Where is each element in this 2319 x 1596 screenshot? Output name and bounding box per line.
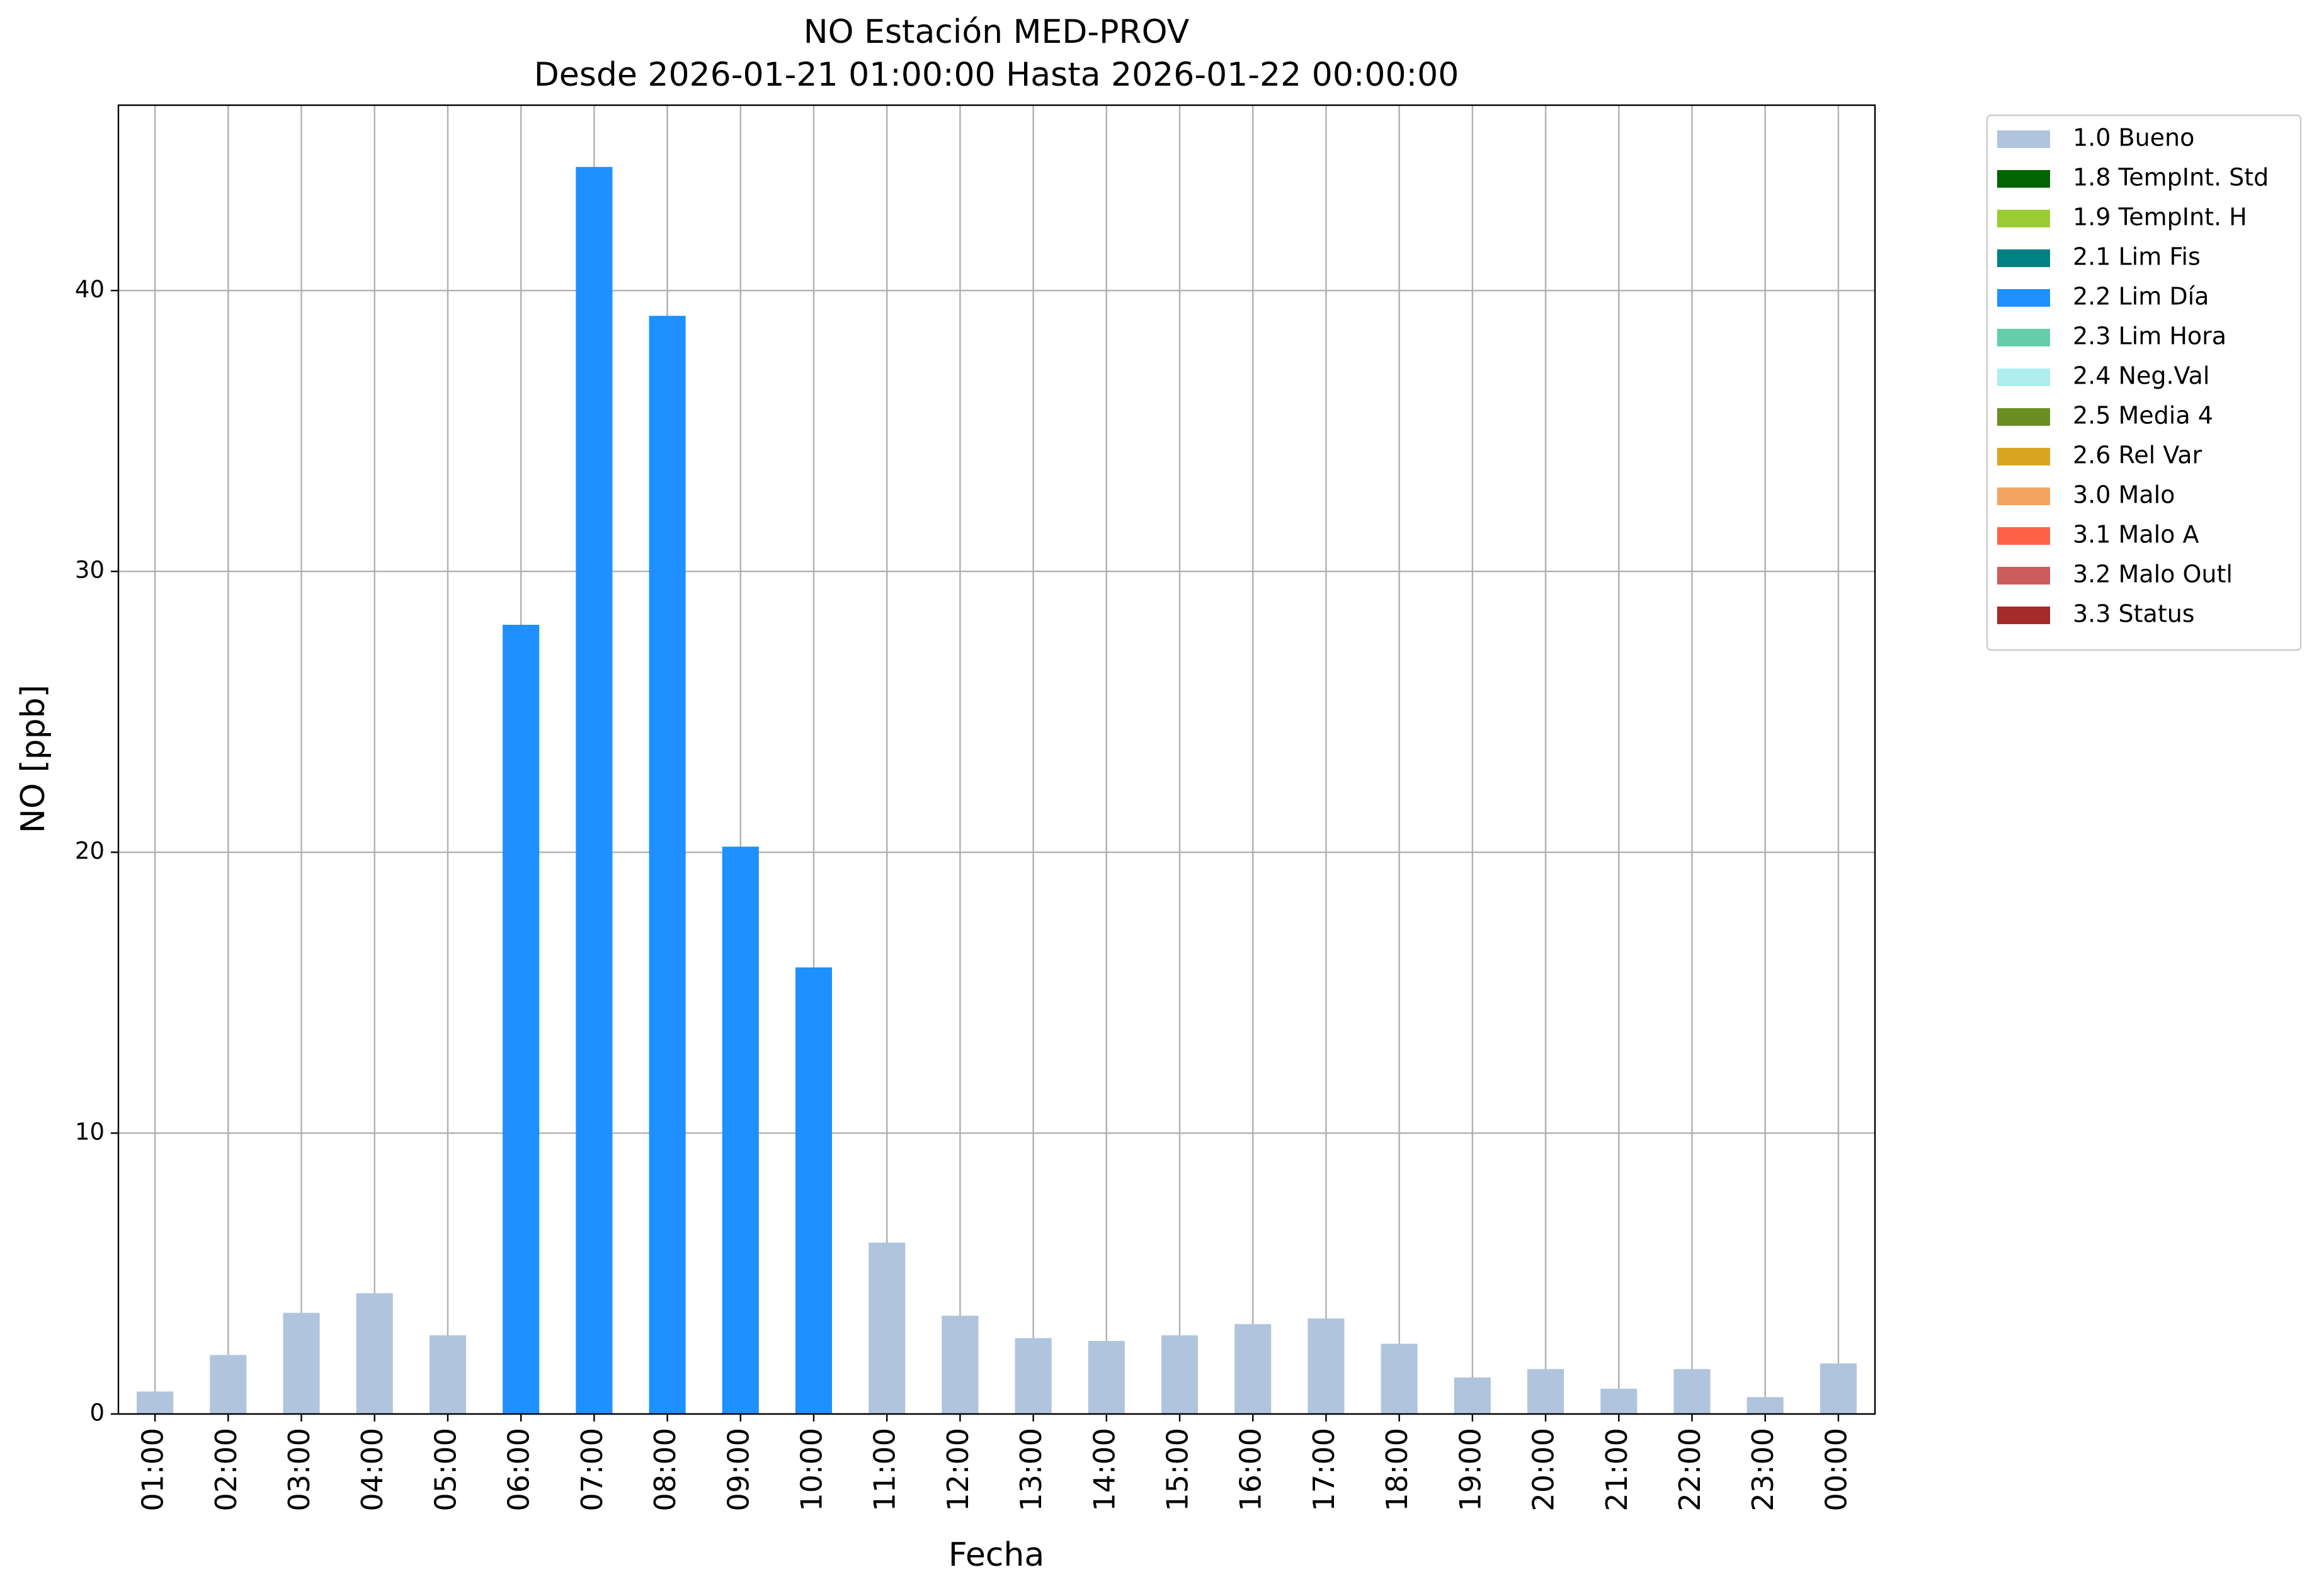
bar [649,316,686,1415]
bar [1600,1388,1638,1414]
x-tick-label: 17:00 [1307,1428,1341,1512]
bar [795,967,833,1414]
plot-frame [117,104,1876,1415]
legend-label: 3.2 Malo Outl [2073,561,2233,588]
x-tick-label: 08:00 [648,1428,682,1512]
x-tick-label: 02:00 [209,1428,243,1512]
bar [942,1315,979,1414]
x-tick-label: 04:00 [355,1428,389,1512]
x-tick-label: 16:00 [1234,1428,1268,1512]
legend-swatch [1997,368,2050,386]
x-tick-label: 01:00 [136,1428,170,1512]
x-tick-label: 21:00 [1600,1428,1634,1512]
x-tick-label: 22:00 [1673,1428,1707,1512]
bar [1673,1369,1711,1414]
legend-swatch [1997,130,2050,148]
x-tick-label: 11:00 [868,1428,902,1512]
x-tick-label: 06:00 [502,1428,536,1512]
x-tick-label: 03:00 [282,1428,316,1512]
x-tick-label: 14:00 [1087,1428,1121,1512]
y-tick-label: 0 [89,1399,105,1427]
bar [356,1293,393,1414]
legend-label: 2.3 Lim Hora [2073,322,2226,350]
legend-swatch [1997,170,2050,188]
legend-swatch [1997,210,2050,227]
legend-swatch [1997,289,2050,307]
x-tick-label: 20:00 [1527,1428,1561,1512]
bar [429,1335,466,1414]
x-tick-label: 18:00 [1380,1428,1414,1512]
x-tick-label: 23:00 [1746,1428,1780,1512]
chart-subtitle: Desde 2026-01-21 01:00:00 Hasta 2026-01-… [534,56,1459,94]
bar [1820,1363,1857,1414]
x-tick-label: 07:00 [575,1428,609,1512]
bar [1015,1338,1052,1414]
legend-label: 3.1 Malo A [2073,521,2199,549]
bar [576,167,613,1414]
x-axis-label: Fecha [949,1536,1044,1574]
legend-label: 1.0 Bueno [2073,124,2194,152]
y-tick-label: 40 [75,276,105,303]
legend-swatch [1997,487,2050,505]
bar [869,1242,906,1414]
legend-label: 2.2 Lim Día [2073,283,2209,311]
legend-swatch [1997,249,2050,267]
bar [722,846,759,1414]
bar [283,1313,320,1414]
y-tick-label: 20 [75,838,105,865]
y-axis-label: NO [ppb] [14,685,52,833]
legend-label: 3.3 Status [2073,600,2195,628]
legend-swatch [1997,448,2050,465]
legend-label: 2.6 Rel Var [2073,442,2202,469]
bar [137,1391,174,1414]
x-tick-label: 13:00 [1014,1428,1048,1512]
axes: 0 10 20 30 40 01:00 02:00 03:00 04:00 05:00 06:00 0… [75,104,1876,1512]
bar [503,624,540,1415]
x-tick-label: 10:00 [794,1428,828,1512]
x-tick-label: 12:00 [941,1428,975,1512]
x-tick-label: 19:00 [1453,1428,1487,1512]
legend-label: 2.5 Media 4 [2073,402,2213,430]
chart-title: NO Estación MED-PROV [804,13,1190,51]
bars [137,167,1857,1415]
legend-box [1986,114,2302,651]
y-tick-label: 30 [75,557,105,584]
bar [1381,1343,1418,1414]
legend-swatch [1997,527,2050,545]
legend-label: 1.8 TempInt. Std [2073,164,2269,191]
bar [1308,1318,1345,1414]
bar [1234,1324,1272,1414]
bar [1527,1369,1564,1414]
legend-label: 3.0 Malo [2073,481,2175,509]
bar [1161,1335,1199,1414]
y-tick-label: 10 [75,1119,105,1146]
x-tick-label: 05:00 [428,1428,462,1512]
legend-swatch [1997,329,2050,346]
legend-label: 2.4 Neg.Val [2073,362,2209,390]
legend-swatch [1997,567,2050,584]
x-tick-label: 00:00 [1819,1428,1853,1512]
bar [210,1355,247,1414]
legend-label: 2.1 Lim Fis [2073,243,2201,271]
x-tick-label: 09:00 [721,1428,755,1512]
legend-swatch [1997,607,2050,624]
bar [1088,1341,1125,1414]
bar [1746,1397,1784,1414]
x-tick-label: 15:00 [1161,1428,1195,1512]
legend-swatch [1997,408,2050,426]
legend-label: 1.9 TempInt. H [2073,203,2247,231]
bar [1454,1377,1491,1414]
legend: 1.0 Bueno 1.8 TempInt. Std 1.9 TempInt. H 2… [1986,114,2302,651]
